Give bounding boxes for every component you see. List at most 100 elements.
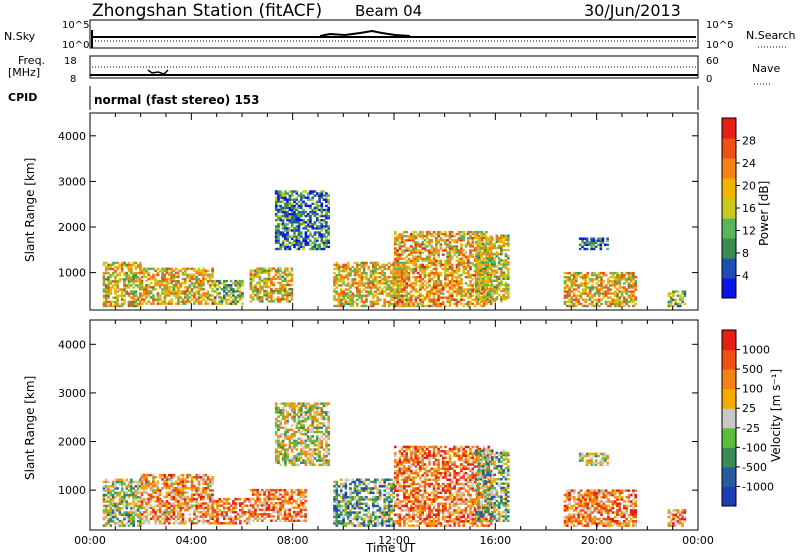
power-echo-cell bbox=[467, 288, 470, 291]
power-echo-cell bbox=[430, 269, 434, 273]
power-echo-cell bbox=[290, 221, 294, 224]
power-echo-cell bbox=[604, 274, 608, 277]
velocity-echo-cell bbox=[170, 502, 173, 505]
velocity-echo-cell bbox=[265, 506, 269, 509]
velocity-echo-cell bbox=[107, 487, 110, 490]
power-echo-cell bbox=[277, 200, 280, 203]
power-echo-cell bbox=[165, 294, 169, 297]
power-echo-cell bbox=[127, 300, 131, 304]
power-echo-cell bbox=[618, 298, 622, 301]
power-echo-cell bbox=[261, 269, 264, 272]
power-echo-cell bbox=[206, 282, 210, 285]
power-echo-cell bbox=[337, 304, 341, 308]
power-echo-cell bbox=[313, 194, 317, 197]
power-echo-cell bbox=[297, 204, 301, 208]
power-echo-cell bbox=[306, 192, 310, 195]
velocity-echo-cell bbox=[283, 508, 287, 512]
velocity-echo-cell bbox=[248, 497, 251, 501]
power-echo-cell bbox=[486, 279, 490, 283]
power-echo-cell bbox=[381, 263, 384, 267]
power-echo-cell bbox=[566, 271, 569, 275]
velocity-echo-cell bbox=[270, 497, 273, 501]
power-echo-cell bbox=[286, 198, 289, 201]
power-echo-cell bbox=[407, 265, 411, 269]
power-echo-cell bbox=[398, 241, 402, 244]
velocity-echo-cell bbox=[123, 480, 126, 484]
velocity-echo-cell bbox=[181, 515, 185, 518]
velocity-echo-cell bbox=[190, 476, 194, 479]
power-echo-cell bbox=[325, 243, 328, 246]
velocity-echo-cell bbox=[258, 502, 262, 505]
power-echo-cell bbox=[457, 257, 461, 260]
power-echo-cell bbox=[412, 286, 415, 289]
velocity-echo-cell bbox=[241, 511, 244, 514]
power-echo-cell bbox=[206, 302, 210, 305]
power-echo-cell bbox=[211, 279, 214, 283]
power-echo-cell bbox=[351, 302, 354, 306]
power-echo-cell bbox=[372, 278, 375, 281]
velocity-echo-cell bbox=[134, 489, 138, 492]
power-echo-cell bbox=[277, 296, 280, 299]
power-echo-cell bbox=[333, 271, 336, 275]
velocity-echo-cell bbox=[140, 484, 144, 488]
power-echo-cell bbox=[193, 300, 196, 303]
velocity-echo-cell bbox=[281, 454, 285, 458]
power-echo-cell bbox=[223, 296, 226, 299]
power-echo-cell bbox=[346, 274, 350, 277]
power-echo-cell bbox=[428, 239, 431, 242]
power-echo-cell bbox=[184, 271, 187, 275]
velocity-echo-cell bbox=[177, 484, 180, 488]
power-echo-cell bbox=[290, 208, 294, 212]
power-echo-cell bbox=[457, 253, 461, 256]
power-echo-cell bbox=[142, 294, 146, 297]
velocity-echo-cell bbox=[202, 497, 205, 501]
power-echo-cell bbox=[190, 282, 194, 285]
velocity-echo-cell bbox=[142, 511, 146, 514]
power-echo-cell bbox=[473, 257, 477, 260]
power-echo-cell bbox=[446, 269, 449, 273]
power-echo-cell bbox=[604, 290, 608, 293]
velocity-echo-cell bbox=[288, 461, 292, 464]
velocity-echo-cell bbox=[304, 499, 307, 503]
power-echo-cell bbox=[256, 275, 259, 278]
velocity-echo-cell bbox=[263, 510, 266, 514]
power-echo-cell bbox=[423, 257, 427, 260]
velocity-echo-cell bbox=[251, 493, 255, 496]
power-echo-cell bbox=[497, 253, 501, 256]
power-echo-cell bbox=[623, 274, 626, 277]
velocity-echo-cell bbox=[140, 476, 144, 479]
velocity-echo-cell bbox=[297, 513, 301, 516]
power-echo-cell bbox=[172, 290, 176, 293]
power-echo-cell bbox=[174, 286, 178, 289]
velocity-echo-cell bbox=[202, 491, 205, 494]
power-echo-cell bbox=[349, 286, 352, 289]
velocity-echo-cell bbox=[116, 502, 119, 505]
velocity-echo-cell bbox=[283, 515, 287, 518]
power-echo-cell bbox=[385, 280, 389, 283]
power-echo-cell bbox=[114, 276, 117, 279]
power-echo-cell bbox=[127, 276, 131, 279]
power-echo-cell bbox=[149, 286, 153, 289]
velocity-echo-cell bbox=[290, 446, 294, 449]
power-echo-cell bbox=[277, 233, 280, 236]
velocity-echo-cell bbox=[279, 441, 283, 445]
velocity-echo-cell bbox=[284, 430, 287, 434]
velocity-echo-cell bbox=[251, 519, 255, 522]
power-echo-cell bbox=[396, 300, 399, 304]
power-echo-cell bbox=[295, 235, 299, 238]
velocity-echo-cell bbox=[286, 435, 289, 438]
velocity-echo-cell bbox=[267, 508, 271, 512]
power-echo-cell bbox=[475, 279, 478, 283]
power-echo-cell bbox=[441, 267, 445, 271]
velocity-echo-cell bbox=[202, 487, 205, 490]
velocity-echo-cell bbox=[174, 500, 178, 503]
power-echo-cell bbox=[290, 214, 294, 218]
power-echo-cell bbox=[500, 300, 503, 303]
velocity-echo-cell bbox=[206, 487, 210, 490]
power-echo-cell bbox=[669, 298, 673, 301]
power-echo-cell bbox=[225, 288, 228, 291]
velocity-echo-cell bbox=[165, 504, 169, 507]
velocity-echo-cell bbox=[104, 515, 108, 519]
power-echo-cell bbox=[378, 290, 382, 293]
velocity-echo-cell bbox=[125, 493, 129, 497]
